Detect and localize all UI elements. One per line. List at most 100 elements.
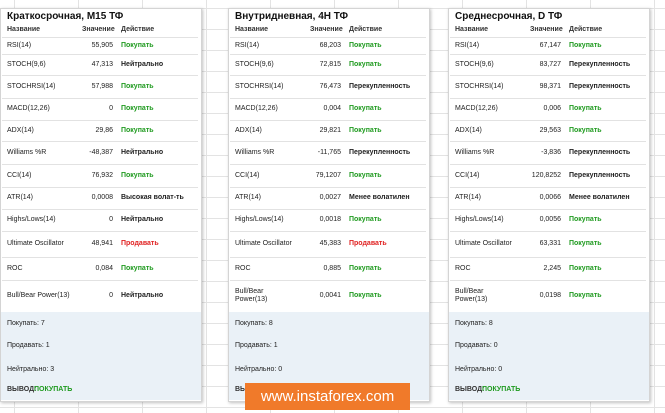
panel-title: Внутридневная, 4H ТФ <box>235 11 349 22</box>
indicator-value: 0,006 <box>543 105 561 112</box>
indicator-value: 47,313 <box>91 60 113 68</box>
row-separator <box>450 75 646 76</box>
conclusion-value: ПОКУПАТЬ <box>34 386 73 393</box>
indicator-action: Покупать <box>569 126 602 134</box>
indicator-name: CCI(14) <box>455 171 480 179</box>
indicator-value: 0,0066 <box>539 194 561 201</box>
summary-line: Продавать: 1 <box>235 342 278 349</box>
indicator-action: Покупать <box>569 264 602 272</box>
indicator-value: 29,821 <box>319 126 341 134</box>
row-separator <box>450 280 646 281</box>
indicator-name: Highs/Lows(14) <box>455 216 504 223</box>
indicator-action: Покупать <box>349 41 382 49</box>
row-separator <box>230 187 426 188</box>
indicator-value: 57,988 <box>91 82 113 90</box>
indicator-name: STOCH(9,6) <box>7 60 46 68</box>
indicator-name: Bull/Bear Power(13) <box>235 288 268 303</box>
indicator-name: RSI(14) <box>7 41 32 49</box>
indicator-name: Ultimate Oscillator <box>235 240 292 247</box>
indicator-action: Покупать <box>569 240 602 247</box>
row-separator <box>2 141 198 142</box>
row-separator <box>450 209 646 210</box>
indicator-name: MACD(12,26) <box>7 105 50 112</box>
row-separator <box>2 75 198 76</box>
indicator-value: 0,0027 <box>319 194 341 201</box>
indicator-name: ATR(14) <box>235 194 261 201</box>
row-separator <box>450 54 646 55</box>
column-header: Действие <box>349 26 383 33</box>
indicator-action: Нейтрально <box>121 148 164 156</box>
row-separator <box>2 209 198 210</box>
indicator-name: CCI(14) <box>235 171 260 179</box>
indicator-name: STOCH(9,6) <box>235 60 274 68</box>
summary-line: Продавать: 0 <box>455 342 498 349</box>
indicator-value: 68,203 <box>319 41 341 49</box>
row-separator <box>450 257 646 258</box>
indicator-name: Williams %R <box>7 148 47 156</box>
watermark: www.instaforex.com <box>245 383 410 410</box>
summary-line: Нейтрально: 0 <box>235 366 283 373</box>
row-separator <box>2 257 198 258</box>
indicator-action: Покупать <box>569 216 602 223</box>
row-separator <box>230 54 426 55</box>
indicator-value: 29,86 <box>95 126 113 134</box>
indicator-value: 0 <box>109 292 113 299</box>
indicator-action: Покупать <box>569 105 602 112</box>
column-header: Название <box>7 26 41 33</box>
row-separator <box>230 164 426 165</box>
row-separator <box>450 164 646 165</box>
summary-line: Покупать: 8 <box>235 320 273 327</box>
column-header: Значение <box>82 26 115 33</box>
row-separator <box>2 98 198 99</box>
indicator-name: Williams %R <box>235 148 275 156</box>
indicator-value: 98,371 <box>539 82 561 90</box>
indicator-name: ROC <box>455 264 471 272</box>
row-separator <box>450 120 646 121</box>
indicator-value: 79,1207 <box>315 171 341 179</box>
indicator-action: Высокая волат-ть <box>121 194 184 201</box>
indicator-name: MACD(12,26) <box>455 105 498 112</box>
indicator-action: Покупать <box>349 216 382 223</box>
indicator-value: 0,0008 <box>91 194 113 201</box>
indicator-value: 0,084 <box>95 264 113 272</box>
indicator-value: 0,0041 <box>319 292 341 299</box>
indicator-name: STOCHRSI(14) <box>7 82 56 90</box>
indicator-name: RSI(14) <box>235 41 260 49</box>
row-separator <box>230 141 426 142</box>
indicator-name: CCI(14) <box>7 171 32 179</box>
row-separator <box>230 209 426 210</box>
column-header: Действие <box>569 26 603 33</box>
indicator-value: -11,765 <box>317 148 341 156</box>
row-separator <box>230 257 426 258</box>
indicator-value: 72,815 <box>319 60 341 68</box>
indicator-value: -3,836 <box>541 148 561 156</box>
indicator-action: Нейтрально <box>121 60 164 68</box>
indicator-value: 48,941 <box>91 240 113 247</box>
indicator-name: ATR(14) <box>7 194 33 201</box>
indicator-name: STOCH(9,6) <box>455 60 494 68</box>
row-separator <box>230 280 426 281</box>
conclusion-label: ВЫВОД: <box>7 386 37 393</box>
indicator-action: Перекупленность <box>569 82 631 90</box>
indicator-value: 120,8252 <box>531 171 561 179</box>
indicator-action: Покупать <box>121 41 154 49</box>
indicator-value: 83,727 <box>539 60 561 68</box>
indicator-name: RSI(14) <box>455 41 480 49</box>
row-separator <box>450 231 646 232</box>
indicator-name: Ultimate Oscillator <box>455 240 512 247</box>
indicator-action: Перекупленность <box>349 148 411 156</box>
indicator-value: 0 <box>109 216 113 223</box>
indicator-name: STOCHRSI(14) <box>455 82 504 90</box>
indicator-value: 2,245 <box>543 264 561 272</box>
indicator-action: Менее волатилен <box>349 194 410 201</box>
indicator-name: Highs/Lows(14) <box>235 216 284 223</box>
row-separator <box>450 187 646 188</box>
summary-line: Покупать: 7 <box>7 320 45 327</box>
column-header: Значение <box>530 26 563 33</box>
row-separator <box>450 141 646 142</box>
indicator-name: Bull/Bear Power(13) <box>7 292 70 299</box>
column-header: Название <box>455 26 489 33</box>
indicator-value: 0,004 <box>323 105 341 112</box>
indicator-name: ADX(14) <box>455 126 482 134</box>
